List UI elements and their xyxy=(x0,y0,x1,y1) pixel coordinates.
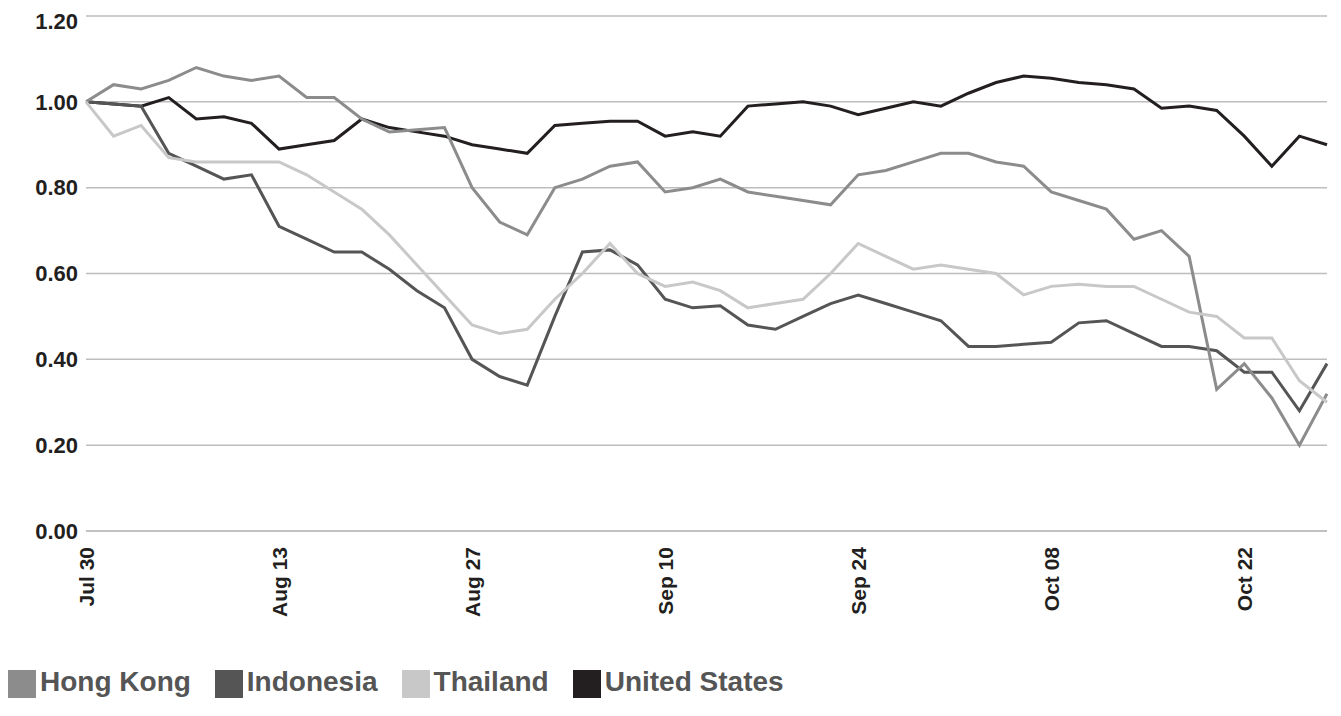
html-text:Hong Kong: Hong Kong xyxy=(40,666,191,697)
html-text:Indonesia: Indonesia xyxy=(246,666,378,697)
svg-text:Aug 27: Aug 27 xyxy=(461,547,484,617)
svg-text:0.00: 0.00 xyxy=(35,519,78,544)
svg-text:Aug 13: Aug 13 xyxy=(268,547,291,617)
svg-text:Sep 10: Sep 10 xyxy=(654,547,677,615)
html-text:United States: United States xyxy=(604,666,784,697)
svg-text:0.40: 0.40 xyxy=(35,347,78,372)
svg-text:0.60: 0.60 xyxy=(35,261,78,286)
svg-text:1.00: 1.00 xyxy=(35,90,78,115)
svg-text:0.80: 0.80 xyxy=(35,175,78,200)
svg-text:Oct 22: Oct 22 xyxy=(1233,547,1256,611)
svg-text:1.20: 1.20 xyxy=(35,9,78,34)
svg-text:Jul 30: Jul 30 xyxy=(75,547,98,607)
svg-text:Sep 24: Sep 24 xyxy=(847,547,870,615)
html-text:Thailand: Thailand xyxy=(433,666,549,697)
svg-text:0.20: 0.20 xyxy=(35,433,78,458)
svg-text:Oct 08: Oct 08 xyxy=(1040,547,1063,612)
